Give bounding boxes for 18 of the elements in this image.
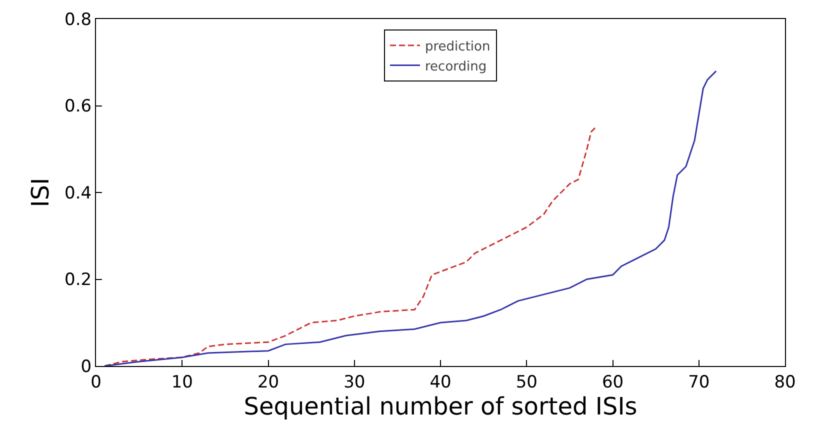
x-tick-label: 20 bbox=[257, 372, 280, 392]
y-axis-title: ISI bbox=[26, 178, 55, 208]
legend-label: prediction bbox=[425, 39, 490, 54]
x-tick-label: 50 bbox=[516, 372, 538, 392]
legend-label: recording bbox=[425, 59, 487, 74]
y-tick-label: 0.4 bbox=[64, 183, 92, 204]
x-tick-label: 40 bbox=[430, 372, 452, 392]
y-tick-label: 0.6 bbox=[64, 96, 92, 117]
x-tick-label: 30 bbox=[344, 372, 366, 392]
x-tick-label: 10 bbox=[171, 372, 193, 392]
y-tick-label: 0 bbox=[80, 356, 92, 377]
y-tick-label: 0.2 bbox=[64, 270, 92, 290]
x-axis-title: Sequential number of sorted ISIs bbox=[244, 392, 638, 421]
y-tick-label: 0.8 bbox=[64, 10, 92, 30]
x-tick-label: 80 bbox=[774, 372, 796, 392]
x-tick-label: 70 bbox=[688, 372, 710, 392]
x-tick-label: 60 bbox=[602, 372, 624, 392]
line-series bbox=[104, 126, 596, 366]
